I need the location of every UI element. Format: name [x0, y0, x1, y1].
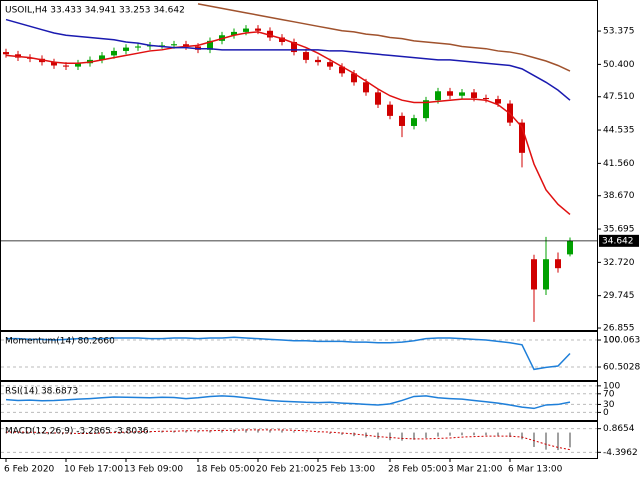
candle-body	[207, 40, 213, 50]
candle-body	[183, 44, 189, 47]
y-tick-label: 35.695	[603, 225, 635, 235]
y-tick-label: 0	[603, 408, 609, 418]
panel-title: MACD(12,26,9) -3.2865 -3.8036	[5, 427, 149, 437]
indicator-line	[5, 18, 571, 101]
indicator-line	[5, 395, 571, 410]
candle-body	[279, 37, 285, 42]
candle-body	[543, 259, 549, 290]
price-marker	[599, 234, 639, 247]
candle-body	[399, 115, 405, 126]
y-tick-label: 60.5028	[603, 363, 640, 373]
candle-body	[303, 52, 309, 60]
candle-body	[171, 44, 177, 46]
candle-body	[231, 31, 237, 36]
y-tick-label: 53.375	[603, 27, 635, 37]
y-tick-label: 0.8654	[603, 424, 635, 434]
candle-body	[111, 50, 117, 56]
x-tick-label: 6 Mar 13:00	[508, 465, 563, 475]
candle-body	[51, 62, 57, 66]
indicator-line	[5, 31, 571, 216]
y-tick-label: 70	[603, 389, 615, 399]
y-tick-label: 26.855	[603, 324, 635, 334]
candle-body	[75, 63, 81, 67]
candle-body	[351, 73, 357, 83]
y-tick-label: 100	[603, 381, 620, 391]
candle-body	[267, 30, 273, 38]
panel-title: RSI(14) 38.6873	[5, 387, 78, 397]
y-tick-label: 44.535	[603, 126, 635, 136]
x-tick-label: 20 Feb 21:00	[256, 465, 315, 475]
candle-body	[315, 59, 321, 63]
candle-body	[99, 55, 105, 60]
x-tick-label: 28 Feb 05:00	[388, 465, 447, 475]
candle-body	[447, 91, 453, 96]
candle-body	[363, 82, 369, 93]
candle-body	[387, 104, 393, 116]
candle-body	[423, 100, 429, 119]
candle-body	[327, 62, 333, 67]
candle-body	[567, 240, 573, 255]
y-tick-label: -4.3962	[603, 448, 638, 458]
panel-title: USOIL,H4 33.433 34.941 33.253 34.642	[5, 6, 185, 16]
panel-frame	[0, 0, 598, 331]
y-tick-label: 50.400	[603, 60, 635, 70]
candle-body	[375, 92, 381, 105]
panel-title: Momentum(14) 80.2660	[5, 337, 115, 347]
price-marker-label: 34.642	[602, 236, 634, 246]
x-tick-label: 10 Feb 17:00	[64, 465, 123, 475]
y-tick-label: 47.510	[603, 92, 635, 102]
candle-body	[123, 47, 129, 51]
candle-body	[435, 91, 441, 101]
x-tick-label: 25 Feb 13:00	[316, 465, 375, 475]
x-tick-label: 6 Feb 2020	[4, 465, 55, 475]
x-tick-label: 18 Feb 05:00	[196, 465, 255, 475]
candle-body	[459, 92, 465, 96]
candle-body	[411, 118, 417, 126]
candle-body	[3, 52, 9, 55]
indicator-line	[6, 336, 571, 371]
candle-body	[519, 122, 525, 153]
y-tick-label: 30	[603, 400, 615, 410]
candle-body	[483, 97, 489, 100]
x-tick-label: 13 Feb 09:00	[124, 465, 183, 475]
y-tick-label: 100	[603, 336, 620, 346]
candle-body	[255, 28, 261, 31]
candle-body	[291, 41, 297, 53]
panel-frame	[0, 331, 598, 381]
x-tick-label: 3 Mar 21:00	[448, 465, 503, 475]
y-tick-label: 32.720	[603, 258, 635, 268]
candle-body	[555, 259, 561, 269]
panel-frame	[0, 421, 598, 459]
panel-frame	[0, 381, 598, 421]
candle-body	[531, 259, 537, 290]
y-tick-label: 100.0633	[603, 335, 640, 345]
y-tick-label: 41.560	[603, 159, 635, 169]
indicator-line	[197, 3, 571, 72]
candle-body	[63, 65, 69, 67]
candle-body	[339, 66, 345, 74]
candle-body	[495, 99, 501, 104]
candle-body	[243, 28, 249, 32]
y-tick-label: 29.745	[603, 291, 635, 301]
y-tick-label: 38.670	[603, 191, 635, 201]
candle-body	[135, 46, 141, 48]
candle-body	[471, 92, 477, 98]
